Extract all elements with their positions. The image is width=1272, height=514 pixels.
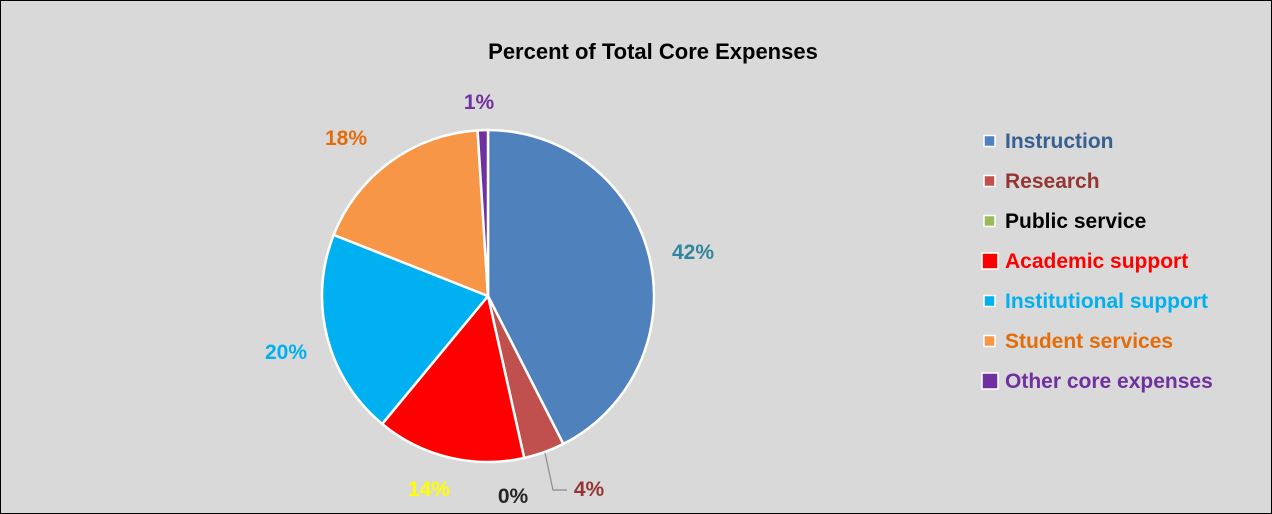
legend-label-public-service: Public service xyxy=(1005,210,1146,233)
slice-instruction xyxy=(486,128,656,446)
data-label-institutional-support: 20% xyxy=(265,341,307,364)
leader-lines xyxy=(544,452,567,491)
legend-label-academic-support: Academic support xyxy=(1005,250,1188,273)
chart-title: Percent of Total Core Expenses xyxy=(488,39,818,64)
data-label-public-service: 0% xyxy=(498,485,529,508)
slice-academic-support xyxy=(380,294,526,464)
slice-institutional-support xyxy=(320,233,490,426)
legend: Instruction Research Public service Academi… xyxy=(981,130,1213,393)
legend-label-instruction: Instruction xyxy=(1005,130,1114,153)
data-label-research: 4% xyxy=(574,478,605,501)
data-label-other-core-expenses: 1% xyxy=(464,91,495,114)
legend-swatch-academic-support xyxy=(981,252,999,270)
legend-label-research: Research xyxy=(1005,170,1100,193)
slice-other-core-expenses xyxy=(476,128,490,298)
legend-swatch-other-core-expenses xyxy=(981,372,999,390)
data-label-instruction: 42% xyxy=(672,241,714,264)
legend-swatch-student-services xyxy=(983,334,996,348)
data-label-academic-support: 14% xyxy=(408,478,450,501)
legend-label-student-services: Student services xyxy=(1005,330,1173,353)
legend-swatch-public-service xyxy=(983,214,996,228)
slice-student-services xyxy=(332,129,490,298)
leader-line-research xyxy=(544,452,567,491)
legend-label-other-core-expenses: Other core expenses xyxy=(1005,370,1213,393)
data-label-student-services: 18% xyxy=(325,127,367,150)
legend-swatch-instruction xyxy=(983,134,996,148)
legend-label-institutional-support: Institutional support xyxy=(1005,290,1208,313)
legend-swatch-institutional-support xyxy=(983,294,996,308)
data-labels: 42% 4% 0% 14% 20% 18% 1% xyxy=(265,91,714,508)
legend-swatch-research xyxy=(983,174,996,188)
pie-slices xyxy=(320,128,656,464)
